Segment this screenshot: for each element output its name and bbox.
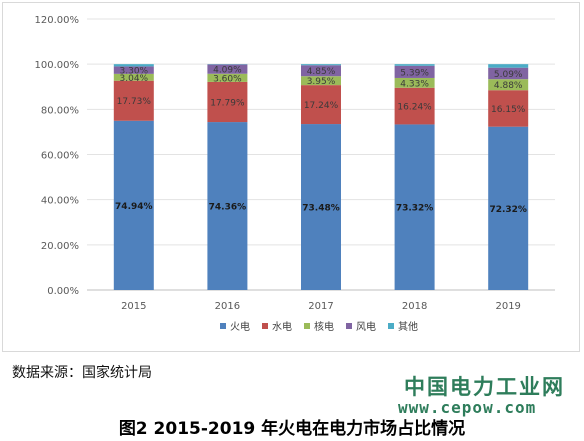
bar-segment [394, 124, 435, 290]
bar-segment [207, 73, 248, 82]
data-label: 4.33% [400, 79, 429, 89]
bar-segment [113, 66, 154, 74]
data-label: 5.39% [400, 68, 429, 78]
y-tick-label: 60.00% [41, 151, 79, 162]
bar-segment [488, 64, 529, 68]
bar-segment [488, 79, 529, 91]
data-label: 73.48% [302, 204, 340, 214]
legend-swatch [304, 323, 310, 329]
legend-swatch [262, 323, 268, 329]
x-tick-label: 2019 [495, 301, 520, 312]
data-label: 3.60% [213, 74, 242, 84]
bar-segment [301, 76, 341, 86]
data-label: 3.04% [120, 74, 149, 84]
bar-segment [488, 67, 529, 80]
x-tick-label: 2018 [402, 301, 427, 312]
y-tick-label: 100.00% [35, 60, 80, 71]
data-label: 17.73% [117, 97, 152, 107]
figure-caption: 图2 2015-2019 年火电在电力市场占比情况 [118, 419, 466, 439]
bar-segment [113, 80, 154, 121]
bar-segment [301, 124, 341, 290]
x-tick-label: 2016 [215, 301, 240, 312]
bar-segment [301, 65, 341, 77]
chart-frame: 0.00% 20.00% 40.00% 60.00% 80.00% 100.00% 120.… [2, 2, 580, 352]
data-label: 4.88% [494, 81, 523, 91]
y-axis-ticks: 0.00% 20.00% 40.00% 60.00% 80.00% 100.00% 120.… [35, 15, 80, 297]
y-tick-label: 40.00% [41, 196, 79, 207]
bar-segment [488, 90, 529, 127]
bar-segment [301, 64, 341, 66]
bar-segment [301, 85, 341, 125]
data-label: 17.79% [210, 98, 245, 108]
data-label: 74.36% [209, 203, 247, 213]
data-label: 4.85% [307, 67, 336, 77]
legend-swatch [388, 323, 394, 329]
y-tick-label: 120.00% [35, 15, 80, 26]
data-label: 4.09% [213, 66, 242, 76]
bar-segment [207, 64, 248, 74]
bar-segment [113, 120, 154, 290]
y-tick-label: 20.00% [41, 241, 79, 252]
bar-segment [394, 64, 435, 66]
watermark-name: 中国电力工业网 [404, 375, 565, 399]
y-tick-label: 0.00% [47, 286, 79, 297]
bar-segment [207, 81, 248, 123]
source-note: 数据来源：国家统计局 [12, 365, 152, 381]
legend-label: 核电 [314, 320, 334, 333]
bar-segment [113, 64, 154, 67]
bar-segment [207, 122, 248, 290]
data-label: 3.30% [120, 67, 149, 77]
y-tick-label: 80.00% [41, 105, 79, 116]
legend-label: 火电 [230, 320, 250, 333]
x-tick-label: 2015 [121, 301, 146, 312]
data-label: 73.32% [396, 204, 434, 214]
data-label: 16.24% [397, 103, 432, 113]
bar-segment [394, 87, 435, 125]
data-label: 17.24% [304, 101, 339, 111]
data-label: 74.94% [115, 202, 153, 212]
legend-label: 水电 [272, 320, 292, 333]
legend-label: 风电 [356, 320, 376, 333]
bars [113, 64, 529, 290]
legend-swatch [220, 323, 226, 329]
bar-segment [394, 65, 435, 78]
bar-segment [113, 73, 154, 81]
x-tick-label: 2017 [308, 301, 333, 312]
data-label: 3.95% [307, 77, 336, 87]
data-labels: 74.94%17.73%3.04%3.30%74.36%17.79%3.60%4… [115, 66, 527, 215]
data-label: 5.09% [494, 70, 523, 80]
bar-segment [394, 77, 435, 88]
watermark-url: www.cepow.com [398, 398, 537, 417]
legend: 火电 水电 核电 风电 其他 [220, 320, 418, 333]
stacked-bar-chart: 0.00% 20.00% 40.00% 60.00% 80.00% 100.00% 120.… [35, 15, 555, 333]
bar-segment [488, 126, 529, 290]
data-label: 16.15% [491, 105, 526, 115]
legend-label: 其他 [398, 320, 418, 333]
legend-swatch [346, 323, 352, 329]
x-axis-ticks: 2015 2016 2017 2018 2019 [121, 301, 521, 312]
data-label: 72.32% [489, 205, 527, 215]
